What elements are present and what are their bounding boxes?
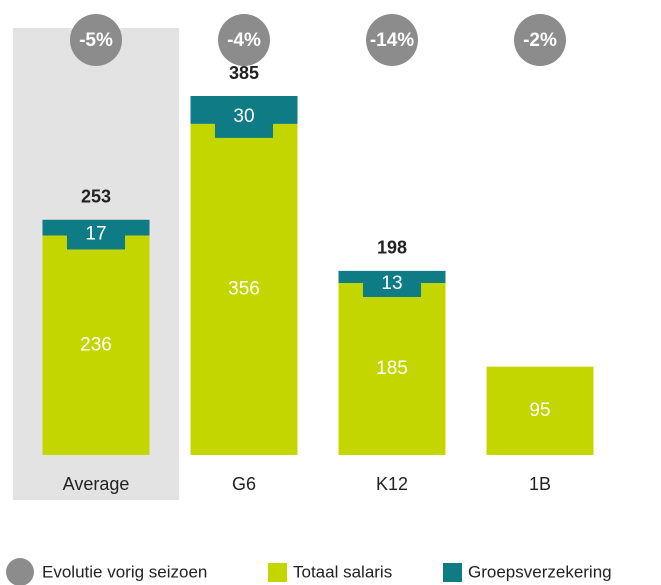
segment-label: 356	[228, 278, 260, 299]
segment-label: 13	[381, 273, 402, 294]
legend-label: Evolutie vorig seizoen	[42, 562, 207, 581]
legend-label: Groepsverzekering	[468, 562, 612, 581]
legend-swatch	[443, 563, 462, 582]
evolution-label: -4%	[227, 30, 261, 51]
bar-segment	[190, 96, 298, 138]
evolution-label: -5%	[79, 30, 113, 51]
segment-label: 95	[529, 400, 550, 421]
segment-label: 30	[233, 106, 254, 127]
bar-segment	[190, 123, 298, 456]
evolution-badge	[366, 14, 418, 66]
bar-segment	[42, 235, 150, 455]
segment-label: 17	[85, 224, 106, 245]
legend-swatch	[268, 563, 287, 582]
x-tick-label: G6	[232, 474, 256, 494]
legend-label: Totaal salaris	[293, 562, 392, 581]
bar-segment	[486, 366, 594, 455]
evolution-badge	[514, 14, 566, 66]
total-label: 198	[377, 238, 407, 258]
segment-label: 185	[376, 358, 408, 379]
bar-segment	[338, 270, 446, 297]
segment-label: 236	[80, 334, 112, 355]
evolution-label: -2%	[523, 30, 557, 51]
bar-segment	[42, 219, 150, 250]
evolution-label: -14%	[370, 30, 414, 51]
bar-segment	[338, 282, 446, 455]
total-label: 385	[229, 63, 259, 83]
evolution-badge	[218, 14, 270, 66]
x-tick-label: K12	[376, 474, 408, 494]
x-tick-label: Average	[63, 474, 130, 494]
x-tick-label: 1B	[529, 474, 551, 494]
legend-swatch	[6, 558, 34, 585]
evolution-badge	[70, 14, 122, 66]
total-label: 253	[81, 186, 111, 206]
